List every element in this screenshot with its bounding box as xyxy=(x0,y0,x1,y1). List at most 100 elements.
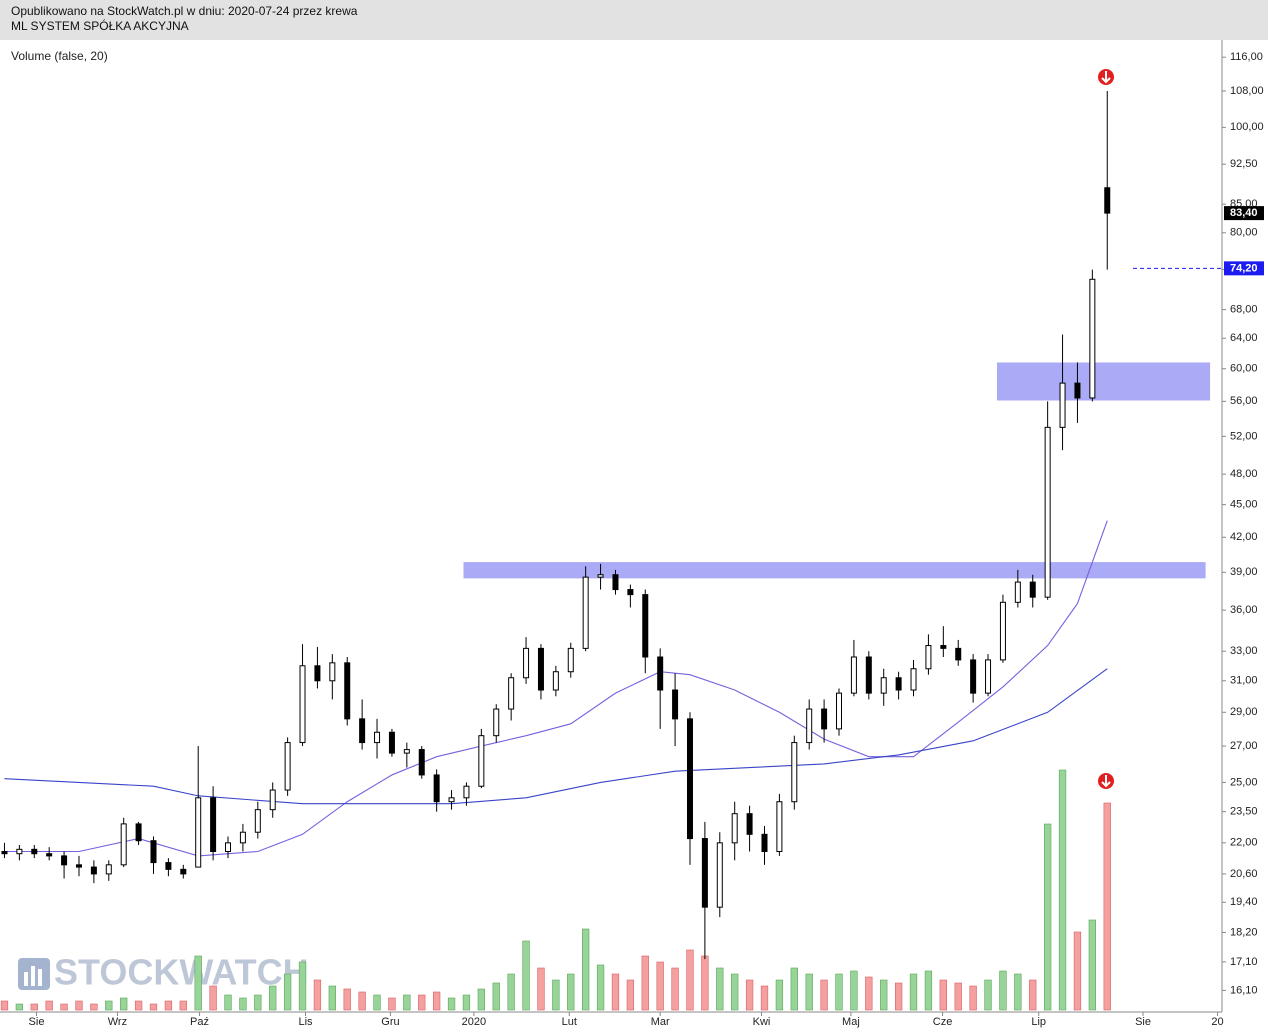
volume-bar xyxy=(358,991,366,1011)
volume-bar xyxy=(343,988,351,1011)
candle-body xyxy=(448,797,455,803)
volume-bar xyxy=(45,1000,53,1011)
y-tick-label: 64,00 xyxy=(1230,332,1258,344)
volume-bar xyxy=(775,979,784,1011)
x-tick-label: Cze xyxy=(933,1016,953,1028)
candle-body xyxy=(1,851,8,855)
candle-body xyxy=(1074,382,1081,399)
candle-body xyxy=(120,823,127,866)
candle-body xyxy=(925,645,932,670)
support-zone xyxy=(463,562,1206,579)
volume-bar xyxy=(790,967,798,1011)
price-marker-label: 83,40 xyxy=(1230,207,1258,219)
y-tick-label: 48,00 xyxy=(1230,468,1258,480)
candle-body xyxy=(135,823,142,842)
candle-body xyxy=(850,656,857,694)
x-tick-label: 2020 xyxy=(462,1016,486,1028)
volume-bar xyxy=(582,928,590,1011)
candle-body xyxy=(716,842,723,908)
logo-bar xyxy=(38,969,42,986)
y-tick-label: 27,00 xyxy=(1230,740,1258,752)
y-tick-label: 31,00 xyxy=(1230,675,1258,687)
y-tick-label: 45,00 xyxy=(1230,499,1258,511)
volume-bar xyxy=(1043,823,1052,1011)
y-tick-label: 22,00 xyxy=(1230,837,1258,849)
header-line1: Opublikowano na StockWatch.pl w dniu: 20… xyxy=(11,4,358,18)
signal-arrow xyxy=(1098,773,1114,789)
candle-body xyxy=(582,576,589,649)
volume-bar xyxy=(179,1000,187,1011)
candle-body xyxy=(865,656,872,694)
volume-bar xyxy=(15,1003,24,1011)
candle-body xyxy=(150,840,157,864)
candle-body xyxy=(1089,278,1096,399)
y-tick-label: 23,50 xyxy=(1230,806,1258,818)
y-tick-label: 56,00 xyxy=(1230,395,1258,407)
watermark: STOCKWATCH xyxy=(18,952,309,993)
candle-body xyxy=(165,862,172,870)
candle-body xyxy=(508,677,515,710)
volume-bar xyxy=(120,997,128,1011)
logo-bar xyxy=(31,966,35,986)
x-tick-label: 20 xyxy=(1211,1016,1223,1028)
candle-body xyxy=(478,735,485,787)
candle-body xyxy=(985,659,992,694)
y-tick-label: 17,10 xyxy=(1230,956,1258,968)
x-tick-label: Paź xyxy=(190,1016,209,1028)
candle-body xyxy=(374,731,381,744)
candle-body xyxy=(1014,581,1021,603)
volume-bar xyxy=(328,985,336,1011)
candle-body xyxy=(836,692,843,730)
volume-bar xyxy=(164,1000,173,1011)
y-tick-label: 33,00 xyxy=(1230,645,1258,657)
candle-body xyxy=(225,842,232,853)
volume-bar xyxy=(313,979,322,1011)
volume-bar xyxy=(209,985,217,1011)
volume-bar xyxy=(403,994,411,1011)
volume-bar xyxy=(283,973,292,1011)
volume-bar xyxy=(224,994,232,1011)
y-tick-label: 80,00 xyxy=(1230,227,1258,239)
candle-body xyxy=(1029,581,1036,598)
volume-bar xyxy=(1058,769,1067,1011)
volume-bar xyxy=(462,994,471,1011)
volume-bar xyxy=(760,985,769,1011)
volume-bar xyxy=(1088,919,1097,1011)
y-tick-label: 18,20 xyxy=(1230,926,1258,938)
candle-body xyxy=(105,864,112,875)
y-tick-label: 42,00 xyxy=(1230,531,1258,543)
candle-body xyxy=(254,809,261,833)
volume-bar xyxy=(1029,979,1037,1011)
volume-bar xyxy=(909,973,918,1011)
volume-bar xyxy=(686,949,694,1011)
y-tick-label: 25,00 xyxy=(1230,776,1258,788)
volume-bar xyxy=(298,961,307,1011)
candle-body xyxy=(403,749,410,754)
volume-bar xyxy=(999,970,1007,1011)
candle-body xyxy=(746,813,753,835)
volume-bar xyxy=(373,994,381,1011)
candle-body xyxy=(16,848,23,855)
arrow-glyph xyxy=(1101,71,1111,84)
watermark-text: STOCKWATCH xyxy=(54,952,309,993)
y-tick-label: 60,00 xyxy=(1230,363,1258,375)
candle-body xyxy=(657,656,664,691)
y-tick-label: 116,00 xyxy=(1230,51,1263,63)
candle-body xyxy=(523,647,530,679)
volume-bar xyxy=(90,1003,98,1011)
x-tick-label: Lip xyxy=(1031,1016,1046,1028)
volume-bar xyxy=(984,979,992,1011)
volume-bar xyxy=(641,955,649,1011)
volume-bar xyxy=(820,979,828,1011)
x-tick-label: Gru xyxy=(381,1016,399,1028)
candle-body xyxy=(284,742,291,791)
volume-bar xyxy=(134,1000,143,1011)
candle-body xyxy=(821,708,828,730)
volume-bar xyxy=(75,1000,83,1011)
signal-arrow xyxy=(1098,69,1114,85)
plot xyxy=(0,90,1211,1011)
y-tick-label: 20,60 xyxy=(1230,868,1258,880)
y-tick-label: 16,10 xyxy=(1230,984,1258,996)
logo-bar xyxy=(24,972,28,986)
volume-bar xyxy=(939,979,947,1011)
